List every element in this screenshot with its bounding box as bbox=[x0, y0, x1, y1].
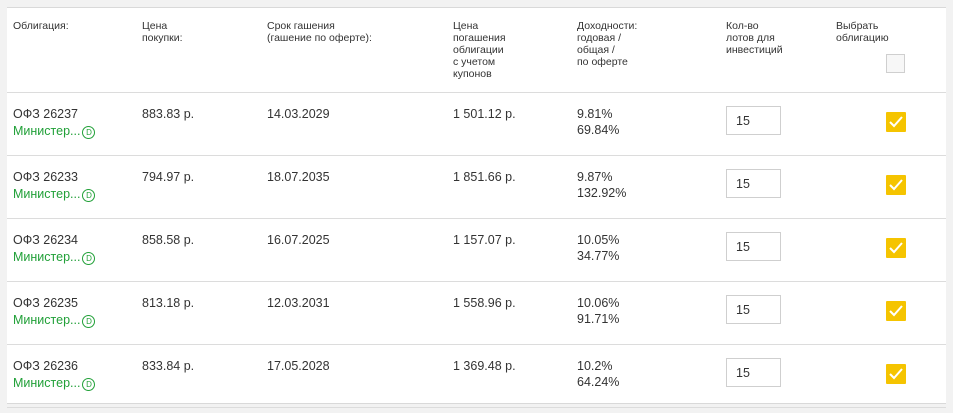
yield-total: 64.24% bbox=[577, 375, 620, 389]
d-badge-icon: D bbox=[82, 126, 96, 139]
issuer-name: Министер... bbox=[13, 250, 81, 264]
select-bond-checkbox[interactable] bbox=[886, 238, 906, 258]
d-badge-icon: D bbox=[82, 252, 96, 265]
table-row: ОФЗ 26235 Министер... D 813.18 р. 12.03.2… bbox=[7, 282, 946, 345]
maturity-date: 12.03.2031 bbox=[267, 296, 330, 310]
table-row: ОФЗ 26234 Министер... D 858.58 р. 16.07.2… bbox=[7, 219, 946, 282]
header-price: Цена покупки: bbox=[142, 20, 183, 44]
checkmark-icon bbox=[889, 368, 903, 380]
issuer-link[interactable]: Министер... D bbox=[13, 249, 96, 265]
lots-input[interactable] bbox=[726, 169, 781, 198]
redemption-price: 1 369.48 р. bbox=[453, 359, 516, 373]
bond-selection-table: Облигация: Цена покупки: Срок гашения (г… bbox=[7, 7, 946, 408]
checkmark-icon bbox=[889, 116, 903, 128]
lots-input[interactable] bbox=[726, 106, 781, 135]
table-row: ОФЗ 26233 Министер... D 794.97 р. 18.07.2… bbox=[7, 156, 946, 219]
d-badge-icon: D bbox=[82, 315, 96, 328]
yield-annual: 10.05% bbox=[577, 233, 620, 247]
redemption-price: 1 558.96 р. bbox=[453, 296, 516, 310]
table-row: ОФЗ 26237 Министер... D 883.83 р. 14.03.2… bbox=[7, 93, 946, 156]
checkmark-icon bbox=[889, 179, 903, 191]
select-bond-checkbox[interactable] bbox=[886, 364, 906, 384]
checkmark-icon bbox=[889, 305, 903, 317]
yield-annual: 10.06% bbox=[577, 296, 620, 310]
redemption-price: 1 851.66 р. bbox=[453, 170, 516, 184]
maturity-date: 14.03.2029 bbox=[267, 107, 330, 121]
select-bond-checkbox[interactable] bbox=[886, 112, 906, 132]
bond-name: ОФЗ 26237 bbox=[13, 107, 79, 121]
bond-name: ОФЗ 26233 bbox=[13, 170, 79, 184]
issuer-name: Министер... bbox=[13, 313, 81, 327]
yield-annual: 10.2% bbox=[577, 359, 613, 373]
lots-input[interactable] bbox=[726, 232, 781, 261]
header-select: Выбрать облигацию bbox=[836, 20, 889, 44]
lots-input[interactable] bbox=[726, 358, 781, 387]
bond-name: ОФЗ 26234 bbox=[13, 233, 79, 247]
table-row: ОФЗ 26236 Министер... D 833.84 р. 17.05.2… bbox=[7, 345, 946, 408]
purchase-price: 833.84 р. bbox=[142, 359, 195, 373]
yield-total: 132.92% bbox=[577, 186, 627, 200]
select-all-checkbox[interactable] bbox=[886, 54, 905, 73]
table-header: Облигация: Цена покупки: Срок гашения (г… bbox=[7, 8, 946, 93]
select-bond-checkbox[interactable] bbox=[886, 301, 906, 321]
issuer-link[interactable]: Министер... D bbox=[13, 312, 96, 328]
yield-total: 91.71% bbox=[577, 312, 620, 326]
maturity-date: 16.07.2025 bbox=[267, 233, 330, 247]
redemption-price: 1 157.07 р. bbox=[453, 233, 516, 247]
d-badge-icon: D bbox=[82, 378, 96, 391]
purchase-price: 813.18 р. bbox=[142, 296, 195, 310]
lots-input[interactable] bbox=[726, 295, 781, 324]
redemption-price: 1 501.12 р. bbox=[453, 107, 516, 121]
issuer-link[interactable]: Министер... D bbox=[13, 123, 96, 139]
header-bond: Облигация: bbox=[13, 20, 69, 32]
issuer-name: Министер... bbox=[13, 124, 81, 138]
d-badge-icon: D bbox=[82, 189, 96, 202]
header-lots: Кол-во лотов для инвестиций bbox=[726, 20, 783, 56]
yield-annual: 9.81% bbox=[577, 107, 613, 121]
yield-total: 69.84% bbox=[577, 123, 620, 137]
bond-name: ОФЗ 26235 bbox=[13, 296, 79, 310]
purchase-price: 794.97 р. bbox=[142, 170, 195, 184]
issuer-link[interactable]: Министер... D bbox=[13, 375, 96, 391]
yield-total: 34.77% bbox=[577, 249, 620, 263]
maturity-date: 17.05.2028 bbox=[267, 359, 330, 373]
select-bond-checkbox[interactable] bbox=[886, 175, 906, 195]
maturity-date: 18.07.2035 bbox=[267, 170, 330, 184]
checkmark-icon bbox=[889, 242, 903, 254]
purchase-price: 883.83 р. bbox=[142, 107, 195, 121]
issuer-name: Министер... bbox=[13, 376, 81, 390]
purchase-price: 858.58 р. bbox=[142, 233, 195, 247]
header-redemption: Цена погашения облигации с учетом купоно… bbox=[453, 20, 506, 80]
header-maturity: Срок гашения (гашение по оферте): bbox=[267, 20, 372, 44]
header-yield: Доходности: годовая / общая / по оферте bbox=[577, 20, 638, 68]
issuer-name: Министер... bbox=[13, 187, 81, 201]
yield-annual: 9.87% bbox=[577, 170, 613, 184]
bond-name: ОФЗ 26236 bbox=[13, 359, 79, 373]
issuer-link[interactable]: Министер... D bbox=[13, 186, 96, 202]
